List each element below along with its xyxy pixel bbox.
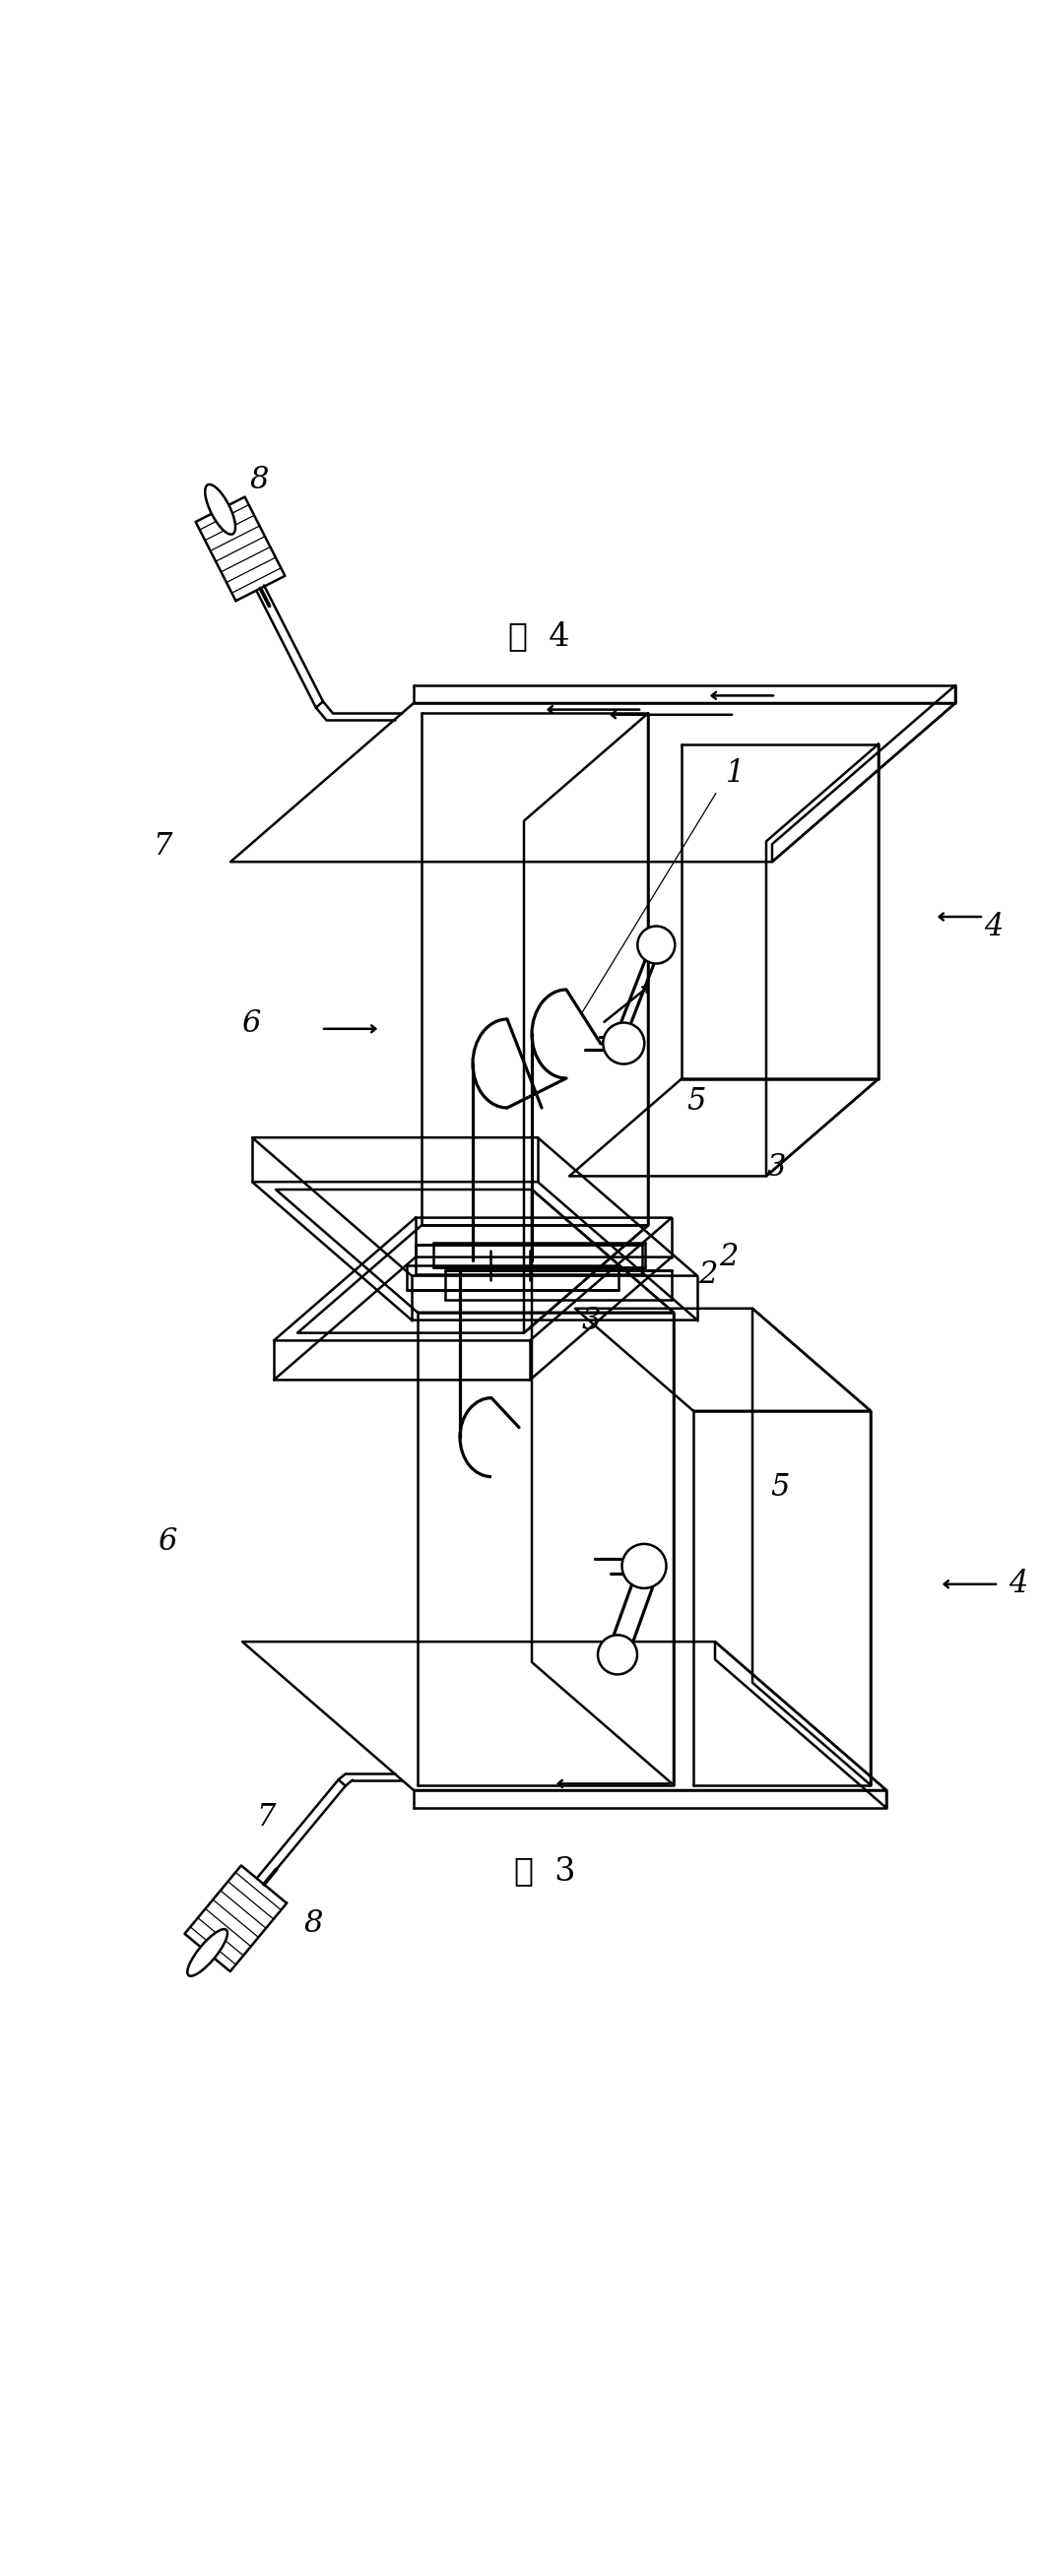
Ellipse shape xyxy=(598,1636,638,1674)
Ellipse shape xyxy=(622,1543,666,1589)
Text: 5: 5 xyxy=(687,1087,706,1115)
Text: 6: 6 xyxy=(158,1528,177,1558)
Text: 8: 8 xyxy=(250,464,269,495)
Text: 1: 1 xyxy=(726,757,745,788)
Text: 7: 7 xyxy=(256,1803,275,1834)
Ellipse shape xyxy=(188,1929,227,1976)
Text: 8: 8 xyxy=(303,1909,323,1940)
Text: 3: 3 xyxy=(581,1306,600,1337)
Text: 5: 5 xyxy=(770,1471,790,1502)
Text: 图  4: 图 4 xyxy=(508,621,569,652)
Text: 2: 2 xyxy=(719,1242,738,1273)
Text: 3: 3 xyxy=(767,1151,786,1182)
Ellipse shape xyxy=(603,1023,644,1064)
Text: 2: 2 xyxy=(698,1260,718,1291)
Ellipse shape xyxy=(205,484,235,533)
Text: 7: 7 xyxy=(153,829,172,860)
Ellipse shape xyxy=(638,927,675,963)
Text: 图  3: 图 3 xyxy=(514,1855,575,1888)
Text: 4: 4 xyxy=(985,912,1003,943)
Text: 6: 6 xyxy=(242,1007,260,1038)
Text: 4: 4 xyxy=(1009,1569,1027,1600)
